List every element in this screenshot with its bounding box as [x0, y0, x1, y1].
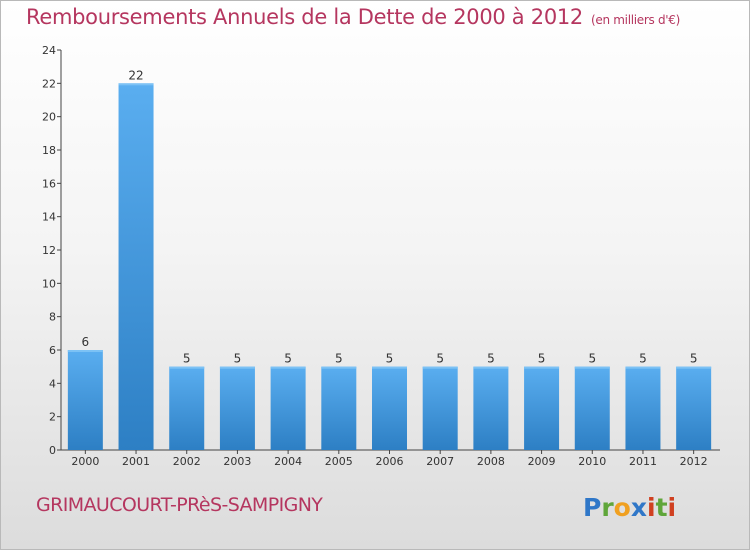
bar-highlight [422, 366, 458, 369]
x-tick-label: 2011 [629, 455, 657, 468]
bar-highlight [625, 366, 661, 369]
y-tick-label: 8 [49, 311, 56, 324]
bar-value-label: 5 [639, 352, 647, 366]
bar-value-label: 5 [335, 352, 343, 366]
bar-highlight [524, 366, 560, 369]
x-tick-label: 2005 [325, 455, 353, 468]
bar [372, 366, 407, 450]
bar-highlight [219, 366, 255, 369]
bar [422, 366, 458, 450]
bar [118, 83, 154, 450]
x-tick-label: 2009 [528, 455, 556, 468]
bar-value-label: 5 [690, 352, 698, 366]
bar-value-label: 5 [284, 352, 292, 366]
bar [67, 350, 103, 450]
commune-name: GRIMAUCOURT-PRèS-SAMPIGNY [36, 494, 323, 516]
bar-value-label: 22 [128, 68, 143, 82]
bar [321, 366, 357, 450]
bar-highlight [270, 366, 306, 369]
bar-value-label: 6 [82, 335, 90, 349]
bar-value-label: 5 [538, 352, 546, 366]
bar-value-label: 5 [183, 352, 191, 366]
y-tick-label: 24 [42, 44, 56, 57]
x-tick-label: 2007 [426, 455, 454, 468]
bar [625, 366, 661, 450]
chart-title-text: Remboursements Annuels de la Dette de 20… [26, 5, 583, 29]
x-tick-label: 2006 [376, 455, 404, 468]
y-tick-label: 2 [49, 411, 56, 424]
x-tick-label: 2004 [274, 455, 302, 468]
bar [169, 366, 205, 450]
bar [676, 366, 712, 450]
bar [524, 366, 560, 450]
chart-title: Remboursements Annuels de la Dette de 20… [26, 5, 680, 29]
bar [473, 366, 509, 450]
bar [574, 366, 610, 450]
bar [219, 366, 255, 450]
proxiti-logo[interactable]: Proxiti [583, 490, 693, 524]
bars [67, 83, 712, 450]
bar-highlight [67, 350, 103, 352]
y-tick-label: 20 [42, 111, 56, 124]
x-tick-label: 2012 [680, 455, 708, 468]
y-tick-label: 0 [49, 444, 56, 457]
bar-highlight [118, 83, 154, 86]
bar-highlight [676, 366, 712, 369]
x-tick-label: 2003 [223, 455, 251, 468]
bar [270, 366, 306, 450]
x-tick-label: 2008 [477, 455, 505, 468]
bar-value-label: 5 [386, 352, 394, 366]
y-tick-label: 14 [42, 211, 56, 224]
bar-highlight [372, 366, 407, 369]
y-tick-label: 16 [42, 177, 56, 190]
y-tick-label: 22 [42, 77, 56, 90]
y-tick-label: 18 [42, 144, 56, 157]
bar-value-label: 5 [487, 352, 495, 366]
bar-value-label: 5 [588, 352, 596, 366]
y-tick-label: 12 [42, 244, 56, 257]
bar-value-label: 5 [234, 352, 242, 366]
bar-highlight [169, 366, 205, 369]
bar-highlight [321, 366, 357, 369]
bar-highlight [574, 366, 610, 369]
y-tick-label: 10 [42, 277, 56, 290]
x-tick-label: 2000 [71, 455, 99, 468]
bar-highlight [473, 366, 509, 369]
y-tick-label: 6 [49, 344, 56, 357]
y-tick-label: 4 [49, 377, 56, 390]
x-tick-label: 2001 [122, 455, 150, 468]
x-tick-label: 2010 [578, 455, 606, 468]
chart-unit: (en milliers d'€) [591, 13, 681, 27]
svg-text:Proxiti: Proxiti [583, 493, 676, 522]
bar-value-label: 5 [436, 352, 444, 366]
labels: 6 2000 22 2001 5 2002 5 2003 5 2004 5 2005 5 2006 5 200… [71, 68, 707, 468]
proxiti-logo-svg: Proxiti [583, 493, 676, 522]
x-tick-label: 2002 [173, 455, 201, 468]
